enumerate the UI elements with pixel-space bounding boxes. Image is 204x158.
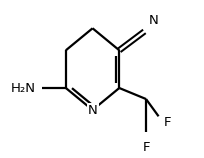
Text: F: F bbox=[163, 116, 171, 129]
Text: F: F bbox=[142, 141, 150, 155]
Text: N: N bbox=[149, 14, 159, 27]
Text: H₂N: H₂N bbox=[11, 82, 36, 94]
Text: N: N bbox=[88, 104, 98, 117]
